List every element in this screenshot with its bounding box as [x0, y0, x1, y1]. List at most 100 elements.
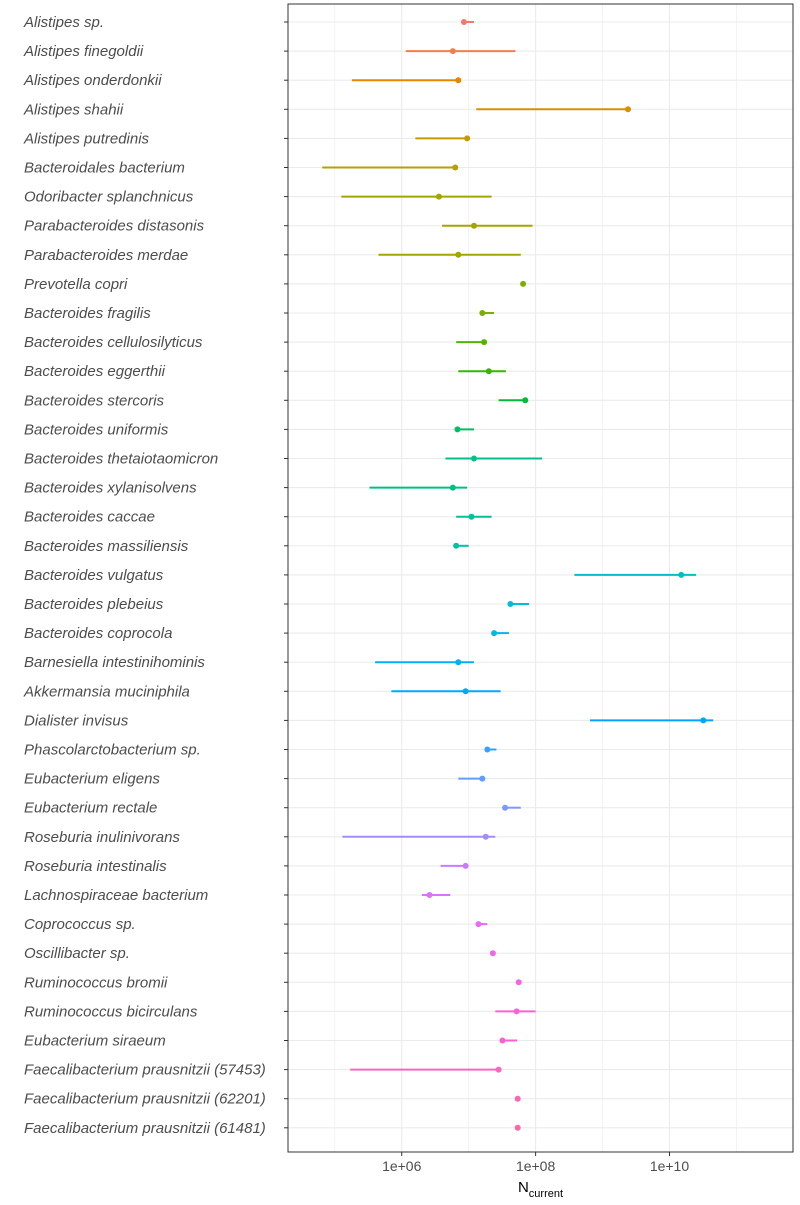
data-row — [515, 979, 522, 986]
data-point — [470, 455, 477, 462]
y-tick-label: Faecalibacterium prausnitzii (61481) — [24, 1120, 266, 1137]
data-row — [484, 746, 497, 753]
data-point — [700, 717, 707, 724]
y-tick-label: Eubacterium siraeum — [24, 1033, 166, 1050]
data-point — [514, 1095, 521, 1102]
data-point — [462, 862, 469, 869]
data-row — [369, 484, 468, 491]
data-row — [514, 1124, 521, 1131]
data-point — [455, 659, 462, 666]
y-tick-label: Oscillibacter sp. — [24, 945, 130, 962]
data-point — [522, 397, 529, 404]
y-tick-label: Roseburia inulinivorans — [24, 829, 180, 846]
data-point — [678, 571, 685, 578]
y-tick-label: Bacteroides cellulosilyticus — [24, 334, 203, 351]
data-row — [574, 571, 697, 578]
data-row — [378, 251, 521, 258]
data-point — [507, 601, 514, 607]
y-tick-label: Ruminococcus bicirculans — [24, 1003, 198, 1020]
y-tick-label: Bacteroides fragilis — [24, 305, 151, 322]
y-axis: Alistipes sp. Alistipes finegoldii Alistip… — [23, 14, 288, 1137]
y-tick-label: Coprococcus sp. — [24, 916, 136, 933]
data-row — [415, 135, 471, 142]
data-row — [502, 804, 521, 811]
y-tick-label: Alistipes finegoldii — [23, 43, 144, 60]
y-tick-label: Prevotella copri — [24, 276, 128, 293]
y-tick-label: Bacteroides caccae — [24, 509, 155, 526]
data-point — [514, 1124, 521, 1131]
data-row — [440, 862, 469, 869]
data-point — [499, 1037, 506, 1044]
y-tick-label: Akkermansia muciniphila — [23, 683, 190, 700]
x-tick-label: 1e+08 — [516, 1158, 556, 1174]
y-tick-label: Lachnospiraceae bacterium — [24, 887, 208, 904]
data-point — [502, 804, 509, 811]
data-point — [452, 164, 459, 171]
data-point — [495, 1066, 502, 1073]
y-tick-label: Parabacteroides merdae — [24, 247, 188, 264]
data-point — [513, 1008, 520, 1015]
x-axis: 1e+06 1e+08 1e+10 — [382, 1152, 689, 1174]
data-row — [341, 193, 492, 200]
y-tick-label: Odoribacter splanchnicus — [24, 189, 194, 206]
data-row — [453, 542, 469, 549]
y-tick-label: Bacteroides thetaiotaomicron — [24, 451, 218, 468]
data-point — [479, 310, 486, 316]
y-tick-label: Alistipes onderdonkii — [23, 72, 162, 89]
y-tick-label: Parabacteroides distasonis — [24, 218, 205, 235]
x-axis-title-main: N — [518, 1179, 529, 1196]
data-marks — [322, 19, 714, 1131]
panel-border — [287, 3, 794, 1153]
data-point — [426, 892, 433, 898]
y-tick-label: Bacteroides vulgatus — [24, 567, 164, 584]
y-tick-label: Alistipes putredinis — [23, 130, 150, 147]
data-row — [498, 397, 529, 404]
y-tick-label: Eubacterium rectale — [24, 800, 157, 817]
y-tick-label: Bacteroides eggerthii — [24, 363, 166, 380]
data-row — [445, 455, 543, 462]
data-row — [489, 950, 496, 957]
data-point — [455, 251, 462, 258]
y-tick-label: Eubacterium eligens — [24, 771, 160, 788]
data-point — [491, 630, 498, 637]
data-point — [481, 339, 488, 346]
y-tick-label: Bacteroides massiliensis — [24, 538, 189, 555]
data-point — [453, 542, 460, 549]
data-row — [421, 892, 451, 898]
data-point — [449, 48, 456, 55]
y-tick-label: Dialister invisus — [24, 712, 129, 729]
y-tick-label: Faecalibacterium prausnitzii (57453) — [24, 1062, 266, 1079]
data-point — [484, 746, 491, 753]
data-point — [470, 222, 477, 229]
y-tick-label: Faecalibacterium prausnitzii (62201) — [24, 1091, 266, 1108]
data-point — [520, 280, 527, 287]
data-row — [351, 77, 462, 84]
grid-lines — [288, 4, 793, 1152]
y-tick-label: Roseburia intestinalis — [24, 858, 167, 875]
data-row — [499, 1037, 518, 1044]
data-point — [462, 688, 469, 695]
data-point — [464, 135, 471, 142]
data-point — [485, 368, 492, 375]
y-tick-label: Alistipes sp. — [23, 14, 104, 31]
data-point — [455, 77, 462, 84]
data-row — [454, 426, 474, 433]
data-point — [479, 775, 486, 782]
data-row — [590, 717, 714, 724]
data-row — [442, 222, 533, 229]
data-point — [454, 426, 461, 433]
data-point — [482, 833, 489, 840]
y-tick-label: Bacteroides coprocola — [24, 625, 172, 642]
data-row — [405, 48, 516, 55]
data-point — [468, 513, 475, 520]
y-tick-label: Bacteroides stercoris — [24, 392, 165, 409]
data-row — [458, 775, 486, 782]
data-row — [391, 688, 501, 695]
data-point — [460, 19, 467, 25]
data-point — [625, 106, 632, 113]
y-tick-label: Bacteroidales bacterium — [24, 160, 185, 177]
data-row — [520, 280, 527, 287]
data-row — [460, 19, 474, 25]
